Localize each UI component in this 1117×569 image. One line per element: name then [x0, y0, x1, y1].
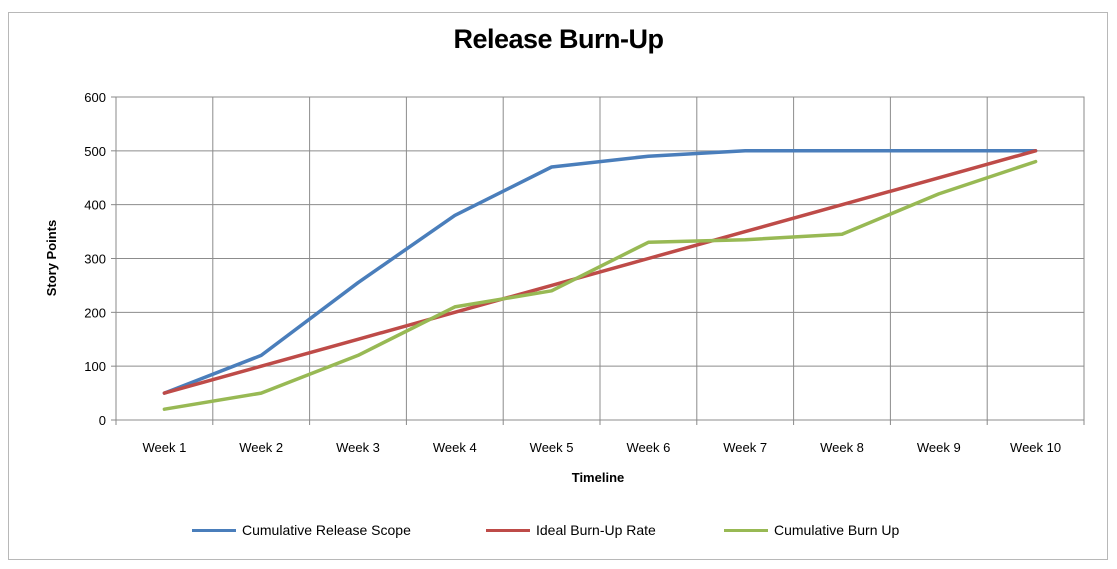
y-tick-label: 0 — [99, 413, 106, 428]
x-axis-title: Timeline — [572, 470, 625, 485]
data-point — [550, 289, 553, 292]
legend-item: Ideal Burn-Up Rate — [486, 522, 656, 538]
ticks-layer: 0 100 200 300 400 500 600 Week 1 Week 2 Week 3 Wee… — [84, 90, 1085, 455]
data-point — [840, 203, 844, 206]
x-tick-label: Week 8 — [820, 440, 864, 455]
data-point — [647, 257, 650, 260]
legend-swatch — [486, 528, 530, 532]
series-line-2 — [162, 159, 1038, 411]
data-point — [744, 230, 747, 233]
x-tick-label: Week 5 — [530, 440, 574, 455]
legend-item: Cumulative Release Scope — [192, 522, 411, 538]
data-point — [937, 149, 940, 153]
y-axis-title: Story Points — [44, 220, 59, 297]
data-point — [163, 408, 166, 411]
data-point — [260, 391, 263, 395]
legend-label: Ideal Burn-Up Rate — [536, 522, 656, 538]
legend-label: Cumulative Release Scope — [242, 522, 411, 538]
y-tick-label: 600 — [84, 90, 106, 105]
series-layer — [162, 149, 1038, 411]
data-point — [840, 149, 844, 153]
x-tick-label: Week 9 — [917, 440, 961, 455]
data-point — [647, 241, 650, 244]
chart-title: Release Burn-Up — [453, 24, 664, 54]
y-tick-label: 400 — [84, 198, 106, 213]
x-tick-label: Week 10 — [1010, 440, 1061, 455]
x-tick-label: Week 1 — [142, 440, 186, 455]
data-point — [356, 354, 360, 357]
data-point — [744, 149, 747, 153]
data-point — [937, 192, 940, 196]
data-point — [744, 238, 747, 241]
data-point — [647, 155, 650, 158]
series-line-0 — [162, 149, 1038, 395]
data-point — [937, 176, 940, 179]
legend-swatch — [192, 528, 236, 532]
data-point — [453, 305, 456, 309]
x-tick-label: Week 6 — [626, 440, 670, 455]
y-tick-label: 500 — [84, 144, 106, 159]
data-point — [260, 354, 263, 357]
x-tick-label: Week 2 — [239, 440, 283, 455]
data-point — [550, 284, 553, 287]
series-line-1 — [162, 149, 1038, 395]
data-point — [840, 233, 844, 236]
legend-swatch — [724, 528, 768, 532]
x-tick-label: Week 7 — [723, 440, 767, 455]
data-point — [260, 364, 263, 368]
legend-label: Cumulative Burn Up — [774, 522, 900, 538]
grid-layer — [115, 96, 1085, 421]
data-point — [356, 281, 360, 284]
data-point — [1034, 160, 1037, 163]
y-tick-label: 100 — [84, 359, 106, 374]
x-tick-label: Week 4 — [433, 440, 477, 455]
data-point — [1034, 149, 1037, 153]
y-tick-label: 300 — [84, 252, 106, 267]
data-point — [453, 214, 456, 217]
chart-legend: Cumulative Release Scope Ideal Burn-Up Ra… — [0, 522, 1117, 542]
data-point — [453, 311, 456, 314]
data-point — [163, 391, 166, 395]
legend-item: Cumulative Burn Up — [724, 522, 899, 538]
x-tick-label: Week 3 — [336, 440, 380, 455]
data-point — [356, 338, 360, 341]
data-point — [550, 165, 553, 169]
y-tick-label: 200 — [84, 305, 106, 320]
